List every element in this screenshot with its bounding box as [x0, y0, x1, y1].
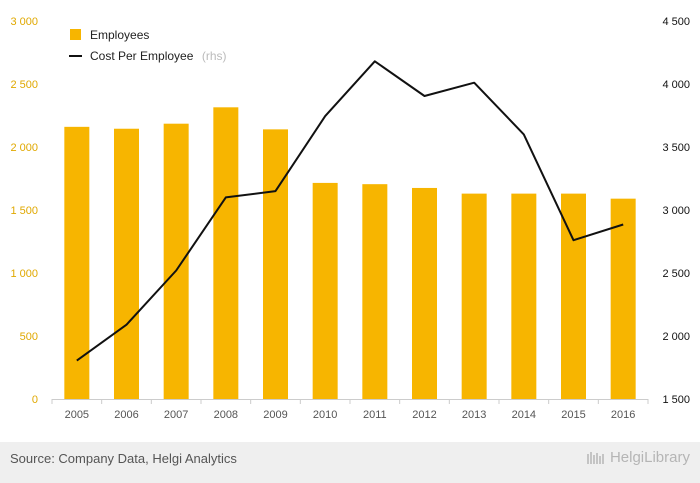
legend-swatch-employees	[70, 29, 81, 40]
bar-employees-2007	[163, 123, 189, 399]
y-right-tick-label: 3 000	[662, 205, 690, 217]
bar-employees-2006	[114, 128, 139, 400]
y-left-tick-label: 0	[32, 394, 38, 406]
x-tick-label: 2006	[114, 409, 138, 421]
x-axis: 2005 2006 2007 2008 2009 2010 2011 2012 2013 2014…	[51, 399, 649, 421]
y-left-tick-label: 500	[20, 331, 38, 343]
legend-label-rhs-suffix: (rhs)	[202, 49, 227, 63]
bar-employees-2010	[312, 182, 338, 399]
x-tick-label: 2016	[611, 409, 635, 421]
y-left-tick-label: 2 000	[10, 142, 38, 154]
bar-employees-2014	[511, 193, 537, 399]
x-tick-label: 2007	[164, 409, 188, 421]
bar-employees-2013	[461, 193, 487, 399]
y-right-tick-label: 3 500	[662, 142, 690, 154]
y-axis-right: 1 500 2 000 2 500 3 000 3 500 4 000 4 500	[662, 16, 690, 406]
x-tick-label: 2012	[412, 409, 436, 421]
y-right-tick-label: 2 000	[662, 331, 690, 343]
x-tick-label: 2013	[462, 409, 486, 421]
source-text: Source: Company Data, Helgi Analytics	[10, 451, 237, 466]
y-right-tick-label: 2 500	[662, 268, 690, 280]
bar-employees-2015	[561, 193, 586, 399]
y-right-tick-label: 4 500	[662, 16, 690, 28]
library-icon	[586, 451, 604, 464]
y-axis-left: 0 500 1 000 1 500 2 000 2 500 3 000	[10, 16, 38, 406]
x-tick-label: 2015	[561, 409, 585, 421]
combo-chart: 0 500 1 000 1 500 2 000 2 500 3 000 1 500 2 000…	[10, 16, 690, 421]
x-tick-label: 2010	[313, 409, 337, 421]
bar-employees-2005	[64, 126, 90, 399]
y-left-tick-label: 2 500	[10, 79, 38, 91]
legend-label-cost-per-employee: Cost Per Employee (rhs)	[90, 47, 227, 64]
x-tick-label: 2009	[263, 409, 287, 421]
bar-employees-2012	[412, 187, 437, 399]
bar-employees-2008	[213, 107, 239, 399]
brand-logo: HelgiLibrary	[586, 449, 690, 466]
bar-employees-2011	[362, 184, 388, 399]
line-series-cost-per-employee	[76, 60, 624, 362]
x-tick-label: 2014	[512, 409, 536, 421]
legend: Employees Cost Per Employee (rhs)	[69, 28, 227, 64]
y-left-tick-label: 3 000	[10, 16, 38, 28]
y-left-tick-label: 1 500	[10, 205, 38, 217]
legend-label-employees: Employees	[90, 28, 149, 42]
x-tick-label: 2011	[363, 409, 387, 421]
y-left-tick-label: 1 000	[10, 268, 38, 280]
x-tick-label: 2008	[214, 409, 238, 421]
bar-employees-2016	[610, 198, 636, 399]
bar-series-employees	[64, 107, 636, 400]
y-right-tick-label: 4 000	[662, 79, 690, 91]
y-right-tick-label: 1 500	[662, 394, 690, 406]
legend-label-cost-per-employee-name: Cost Per Employee	[90, 49, 194, 63]
line-path-cost-per-employee	[76, 60, 624, 362]
bar-employees-2009	[263, 129, 288, 400]
chart-footer: Source: Company Data, Helgi Analytics He…	[0, 442, 700, 483]
x-tick-label: 2005	[65, 409, 89, 421]
brand-name: HelgiLibrary	[609, 449, 690, 466]
